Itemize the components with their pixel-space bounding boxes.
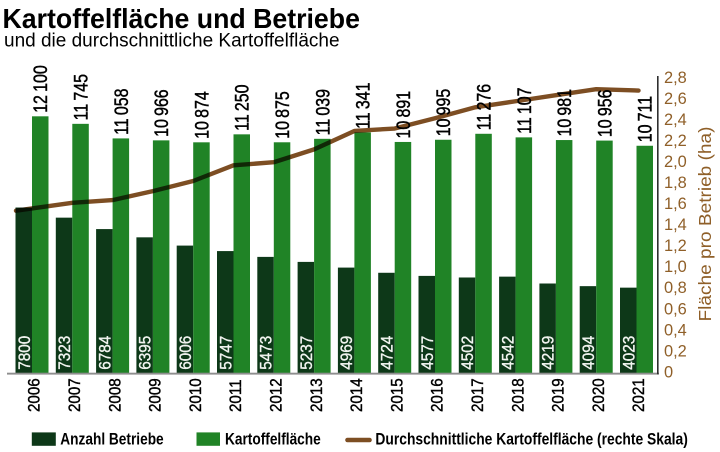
svg-text:0,4: 0,4	[664, 321, 687, 339]
svg-text:2010: 2010	[187, 378, 205, 412]
svg-text:1,0: 1,0	[664, 258, 687, 276]
svg-text:2006: 2006	[26, 378, 44, 412]
svg-text:2021: 2021	[631, 378, 649, 412]
svg-text:0,2: 0,2	[664, 342, 687, 360]
svg-text:2007: 2007	[66, 378, 84, 412]
svg-text:10 874: 10 874	[191, 91, 213, 139]
svg-text:11 341: 11 341	[352, 83, 374, 129]
svg-text:10 956: 10 956	[594, 90, 616, 138]
svg-text:1,8: 1,8	[664, 174, 687, 192]
svg-text:2013: 2013	[308, 378, 326, 412]
svg-text:2011: 2011	[228, 379, 246, 412]
svg-text:4219: 4219	[540, 336, 558, 370]
svg-text:1,4: 1,4	[664, 216, 687, 234]
svg-text:2008: 2008	[107, 378, 125, 412]
svg-text:10 891: 10 891	[393, 91, 415, 139]
svg-text:2015: 2015	[389, 378, 407, 412]
svg-text:2,4: 2,4	[664, 111, 687, 129]
svg-text:4724: 4724	[379, 336, 397, 370]
svg-text:2,8: 2,8	[664, 69, 687, 87]
svg-text:11 107: 11 107	[513, 88, 535, 134]
svg-text:11 058: 11 058	[110, 89, 132, 135]
svg-text:6784: 6784	[97, 336, 115, 370]
svg-text:und die durchschnittliche Kart: und die durchschnittliche Kartoffelfläch…	[4, 31, 340, 52]
svg-text:1,2: 1,2	[664, 237, 687, 255]
svg-text:4094: 4094	[580, 336, 598, 370]
svg-text:10 966: 10 966	[151, 89, 173, 137]
svg-text:2,6: 2,6	[664, 90, 687, 108]
svg-text:2014: 2014	[349, 378, 367, 412]
svg-text:10 711: 10 711	[634, 96, 656, 142]
svg-text:Kartoffelfläche und Betriebe: Kartoffelfläche und Betriebe	[3, 3, 360, 34]
svg-text:11 250: 11 250	[231, 84, 253, 131]
svg-text:2017: 2017	[469, 378, 487, 412]
svg-text:4542: 4542	[500, 336, 518, 370]
svg-text:6006: 6006	[177, 336, 195, 370]
svg-text:7800: 7800	[16, 336, 34, 370]
svg-text:Fläche pro Betrieb (ha): Fläche pro Betrieb (ha)	[694, 127, 714, 322]
svg-text:0,8: 0,8	[664, 279, 687, 297]
svg-text:11 745: 11 745	[70, 74, 92, 121]
svg-text:2020: 2020	[590, 378, 608, 412]
svg-text:2,0: 2,0	[664, 153, 687, 171]
svg-text:11 039: 11 039	[312, 89, 334, 135]
svg-text:2016: 2016	[429, 378, 447, 412]
svg-text:0: 0	[664, 363, 673, 381]
svg-text:12 100: 12 100	[30, 65, 52, 113]
svg-text:10 995: 10 995	[433, 88, 455, 136]
svg-text:5747: 5747	[218, 336, 236, 370]
svg-text:4502: 4502	[460, 336, 478, 370]
svg-text:Anzahl Betriebe: Anzahl Betriebe	[60, 430, 164, 449]
svg-text:10 875: 10 875	[272, 91, 294, 139]
svg-text:1,6: 1,6	[664, 195, 687, 213]
svg-text:2,2: 2,2	[664, 132, 687, 150]
svg-text:5237: 5237	[298, 336, 316, 370]
svg-text:2009: 2009	[147, 378, 165, 412]
svg-text:4969: 4969	[339, 336, 357, 370]
svg-text:6395: 6395	[137, 336, 155, 370]
svg-text:2018: 2018	[510, 378, 528, 412]
svg-text:4577: 4577	[419, 336, 437, 370]
svg-text:7323: 7323	[57, 336, 75, 370]
svg-text:2019: 2019	[550, 378, 568, 412]
svg-text:Durchschnittliche Kartoffelflä: Durchschnittliche Kartoffelfläche (recht…	[375, 430, 687, 449]
svg-text:Kartoffelfläche: Kartoffelfläche	[225, 430, 321, 449]
svg-text:2012: 2012	[268, 378, 286, 412]
svg-text:10 981: 10 981	[554, 89, 576, 137]
svg-text:4023: 4023	[621, 336, 639, 370]
svg-text:0,6: 0,6	[664, 300, 687, 318]
svg-text:5473: 5473	[258, 336, 276, 370]
